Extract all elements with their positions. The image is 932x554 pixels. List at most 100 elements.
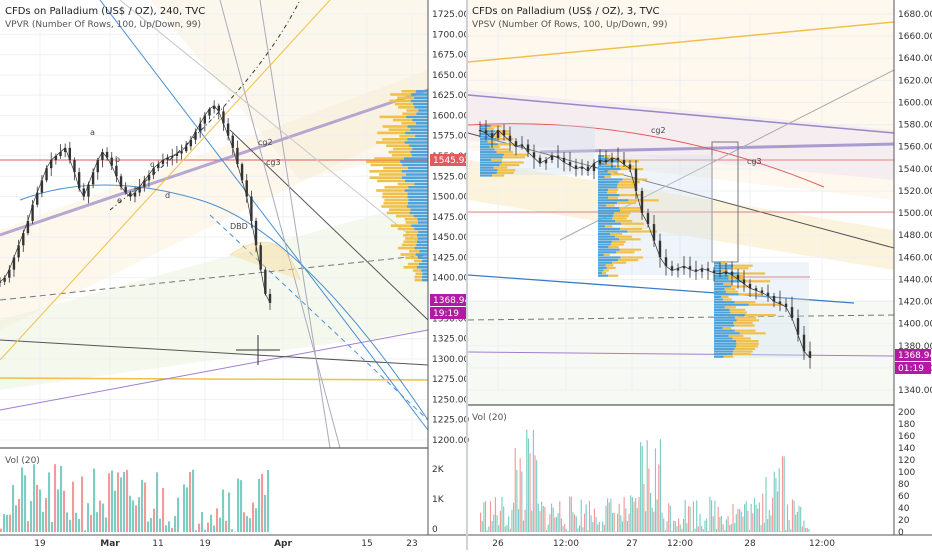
right-volume-bar [713, 516, 714, 532]
left-volume-bar [141, 480, 143, 532]
right-vp-bar-down [621, 168, 644, 170]
left-vp-bar-down [403, 234, 417, 237]
right-volume-bar [563, 526, 564, 532]
left-vp-bar-down [387, 212, 410, 215]
right-vp-bar-down [491, 159, 502, 161]
right-annotation-label: cg3 [747, 157, 762, 166]
right-volume-bar [625, 508, 626, 532]
right-volume-bar [495, 497, 496, 532]
right-vp-bar-down [617, 202, 636, 204]
right-volume-bar [671, 531, 672, 532]
left-vp-bar-down [369, 170, 401, 173]
left-volume-bar [249, 518, 251, 532]
right-vp-bar-down [721, 262, 728, 264]
left-vp-bar-up [415, 106, 428, 109]
right-vp-bar-down [613, 215, 628, 217]
left-volume-bar [204, 530, 206, 532]
right-vp-bar-up [598, 230, 627, 232]
right-vp-bar-down [725, 306, 736, 308]
left-volume-bar [177, 498, 179, 532]
right-vp-bar-up [598, 184, 617, 186]
right-volume-bar [695, 529, 696, 532]
right-vp-bar-up [598, 178, 623, 180]
left-x-tick-label: Apr [274, 539, 292, 549]
right-volume-bar [746, 501, 747, 532]
left-volume-bar [33, 464, 35, 532]
right-vol-tick-label: 100 [898, 468, 915, 478]
right-volume-bar [559, 501, 560, 532]
right-vp-bar-down [487, 128, 494, 130]
right-vp-bar-down [734, 324, 754, 326]
right-volume-bar [546, 530, 547, 532]
right-vp-bar-up [598, 210, 620, 212]
right-vp-bar-down [606, 264, 614, 266]
left-vp-bar-down [383, 202, 408, 205]
right-volume-bar [513, 503, 514, 532]
left-vp-bar-up [409, 144, 428, 147]
left-volume-bar [36, 485, 38, 532]
right-volume-bar [594, 509, 595, 532]
right-volume-bar [765, 477, 766, 532]
left-vp-bar-up [412, 148, 428, 151]
left-volume-bar [219, 518, 221, 532]
right-vp-bar-up [598, 269, 603, 271]
left-chart-subtitle: VPVR (Number Of Rows, 100, Up/Down, 99) [5, 20, 201, 30]
right-volume-bar [554, 517, 555, 532]
left-volume-bar [240, 480, 242, 532]
left-volume-bar [72, 482, 74, 532]
left-vp-bar-up [414, 228, 428, 231]
right-vp-bar-down [745, 314, 776, 316]
right-vp-bar-up [598, 246, 608, 248]
right-volume-bar [789, 520, 790, 532]
right-vp-bar-down [608, 189, 618, 191]
left-vp-bar-down [371, 164, 403, 167]
right-vp-bar-down [492, 174, 504, 176]
right-volume-bar [498, 525, 499, 532]
right-volume-bar [480, 513, 481, 532]
right-volume-bar [581, 500, 582, 532]
left-price-axis: 1725.001700.001675.001650.001625.001600.… [432, 10, 469, 446]
right-volume-bar [505, 526, 506, 532]
right-vp-bar-down [742, 280, 770, 282]
right-vp-bar-down [731, 267, 748, 269]
left-vp-bar-up [421, 269, 428, 272]
right-volume-bar [708, 531, 709, 532]
left-volume-bar [108, 473, 110, 532]
right-volume-bar [577, 528, 578, 532]
right-vol-tick-label: 200 [898, 408, 915, 418]
left-vp-bar-up [416, 112, 428, 115]
left-volume-bar [27, 521, 29, 532]
right-vp-bar-up [714, 343, 736, 345]
right-volume-bar [688, 506, 689, 532]
left-vp-bar-up [416, 122, 428, 125]
right-volume-bar [551, 504, 552, 532]
right-vp-bar-down [736, 345, 758, 347]
left-vp-bar-up [408, 192, 428, 195]
left-volume-bar [81, 476, 83, 532]
right-vol-tick-label: 40 [898, 504, 910, 514]
right-vol-tick-label: 20 [898, 516, 910, 526]
left-vp-bar-down [397, 96, 414, 99]
right-volume-bar [657, 499, 658, 532]
right-volume-bar [485, 501, 486, 532]
right-vol-tick-label: 60 [898, 492, 910, 502]
right-vp-bar-down [619, 207, 640, 209]
right-vol-tick-label: 160 [898, 432, 915, 442]
left-volume-bar [105, 517, 107, 532]
right-volume-bar [721, 516, 722, 532]
right-vp-bar-down [608, 171, 618, 173]
right-volume-bar [749, 530, 750, 532]
right-vp-bar-down [604, 155, 610, 157]
right-volume-bar [515, 448, 516, 532]
right-volume-bar [610, 499, 611, 532]
left-volume-bar [123, 472, 125, 532]
right-volume-bar [635, 498, 636, 532]
left-vp-bar-up [404, 157, 428, 160]
right-volume-bar [696, 500, 697, 532]
right-vp-bar-down [617, 186, 636, 188]
left-annotation-label: e [117, 196, 122, 205]
right-volume-bar [698, 527, 699, 532]
left-volume-bar [63, 491, 65, 532]
right-vp-bar-up [714, 317, 735, 319]
